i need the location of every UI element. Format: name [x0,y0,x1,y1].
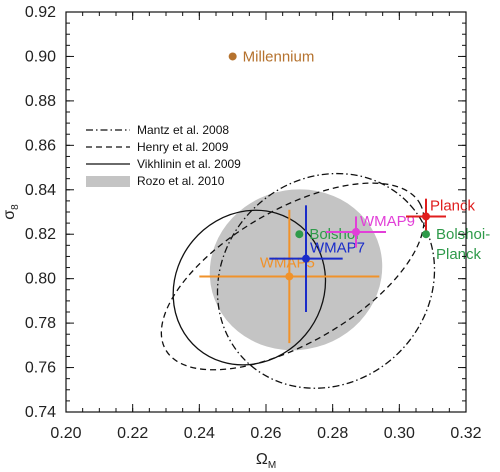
marker-millennium [228,52,237,61]
label-line-millennium-0: Millennium [243,48,315,65]
y-tick-label-0-74: 0.74 [25,404,56,421]
axes: 0.20 0.22 0.24 0.26 0.28 0.30 0.32 0.74 0.76 0.78… [1,4,482,471]
legend: Mantz et al. 2008 Henry et al. 2009 Vikhli… [86,123,241,188]
y-tick-label-0-82: 0.82 [25,226,56,243]
label-bolshoi-planck: Bolshoi-Planck [436,226,490,263]
label-line-bolshoi-planck-1: Planck [436,246,482,263]
legend-label-vikhlinin-et-al-2009: Vikhlinin et al. 2009 [137,157,241,171]
y-tick-label-0-76: 0.76 [25,360,56,377]
label-line-wmap9-0: WMAP9 [360,213,415,230]
x-tick-label-0-26: 0.26 [250,425,281,442]
marker-bolshoi-planck [422,230,430,239]
y-tick-label-0-88: 0.88 [25,93,56,110]
y-tick-label-0-84: 0.84 [25,182,56,199]
y-tick-label-0-78: 0.78 [25,315,56,332]
marker-planck [422,212,430,221]
point-group-planck: Planck [406,197,476,235]
y-tick-label-0-80: 0.80 [25,271,56,288]
legend-label-rozo-et-al-2010: Rozo et al. 2010 [137,174,225,188]
y-axis-label: σ8 [1,204,21,220]
label-line-wmap7-0: WMAP7 [310,240,365,257]
contour-rozo-et-al-2010 [209,189,383,351]
x-axis-label: ΩM [256,451,276,471]
marker-wmap7 [302,254,310,263]
y-tick-label-0-90: 0.90 [25,48,56,65]
label-line-planck-0: Planck [430,197,476,214]
x-tick-label-0-28: 0.28 [317,425,348,442]
data-points: MillenniumBolshoiWMAP5WMAP7WMAP9PlanckBo… [199,48,490,344]
marker-wmap9 [352,228,360,236]
point-group-wmap9: WMAP9 [326,213,415,248]
x-tick-label-0-24: 0.24 [184,425,215,442]
label-line-bolshoi-0: Bolshoi [309,226,358,243]
point-group-wmap7: WMAP7 [269,205,365,312]
contour-henry-et-al-2009 [160,182,425,371]
y-tick-label-0-92: 0.92 [25,4,56,21]
y-tick-label-0-86: 0.86 [25,137,56,154]
marker-wmap5 [285,272,294,281]
y-axis-label-subscript: 8 [10,204,21,210]
legend-label-mantz-et-al-2008: Mantz et al. 2008 [137,123,229,137]
x-tick-label-0-20: 0.20 [50,425,81,442]
contour-vikhlinin-et-al-2009 [172,209,327,366]
label-bolshoi: Bolshoi [309,226,358,243]
marker-bolshoi [295,230,304,239]
x-axis-label-subscript: M [268,460,276,471]
label-millennium: Millennium [243,48,315,65]
constraint-contours [160,172,436,389]
point-group-bolshoi-planck: Bolshoi-Planck [422,226,490,263]
label-planck: Planck [430,197,476,214]
contour-mantz-et-al-2008 [216,172,436,389]
x-tick-label-0-32: 0.32 [450,425,481,442]
legend-label-henry-et-al-2009: Henry et al. 2009 [137,140,229,154]
point-group-bolshoi: Bolshoi [295,226,359,243]
legend-swatch-rozo-et-al-2010 [86,176,130,187]
x-tick-label-0-22: 0.22 [117,425,148,442]
label-wmap7: WMAP7 [310,240,365,257]
x-tick-label-0-30: 0.30 [384,425,415,442]
label-wmap9: WMAP9 [360,213,415,230]
point-group-millennium: Millennium [228,48,315,65]
